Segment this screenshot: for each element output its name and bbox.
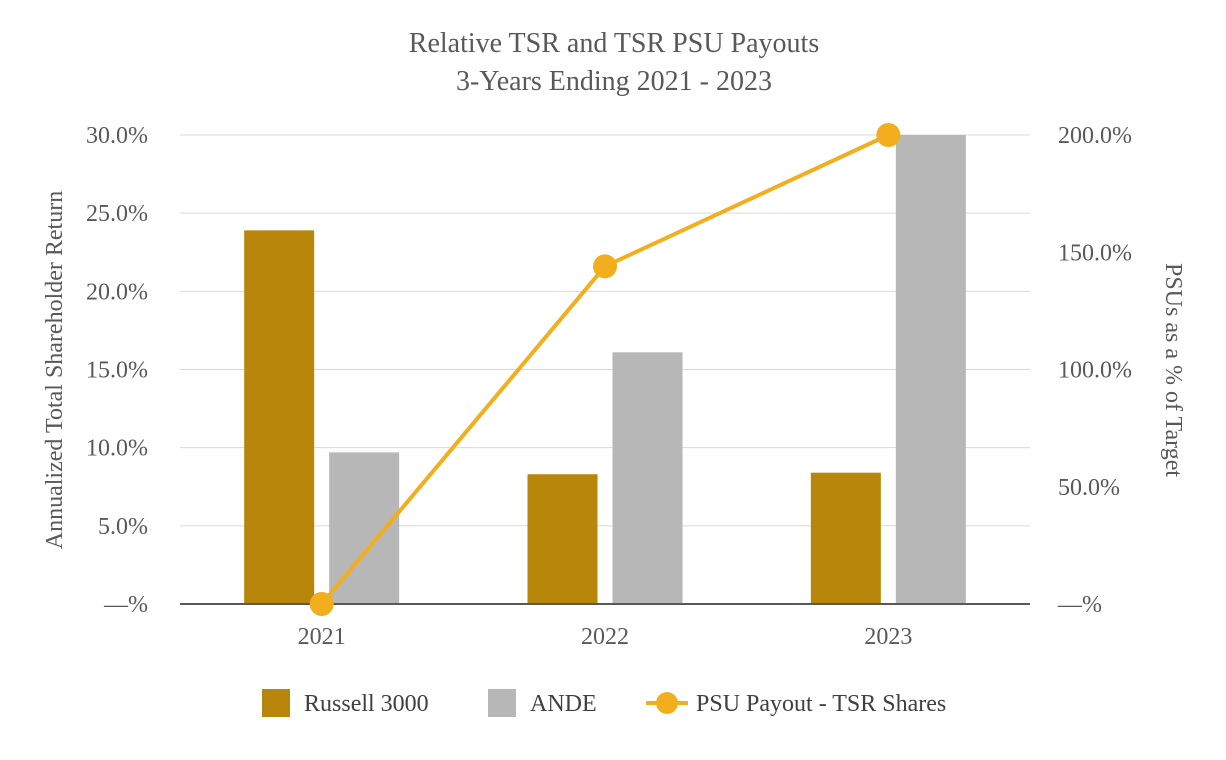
bar-russell-3000 — [244, 230, 315, 604]
y-tick-label: 5.0% — [98, 514, 148, 540]
bar-ande — [612, 352, 683, 604]
chart-title-line-1: Relative TSR and TSR PSU Payouts — [409, 28, 819, 59]
y-tick-label: 25.0% — [86, 201, 148, 227]
legend-label: ANDE — [530, 691, 597, 717]
gridlines — [180, 134, 1030, 527]
x-tick-label: 2023 — [864, 624, 912, 650]
chart-title-line-2: 3-Years Ending 2021 - 2023 — [456, 66, 772, 97]
legend-swatch — [262, 689, 290, 717]
chart-title: Relative TSR and TSR PSU Payouts 3-Years… — [409, 28, 819, 97]
y-tick-label: 10.0% — [86, 436, 148, 462]
y-axis-right-ticks: —% 50.0% 100.0% 150.0% 200.0% — [1057, 123, 1132, 618]
y2-tick-label: 200.0% — [1058, 123, 1132, 149]
y-tick-label: 30.0% — [86, 123, 148, 149]
line-series — [309, 123, 901, 616]
bar-russell-3000 — [810, 472, 881, 604]
y2-tick-label: 150.0% — [1058, 240, 1132, 266]
bar-ande — [895, 135, 966, 604]
legend-marker — [656, 692, 678, 714]
y-tick-label: 20.0% — [86, 279, 148, 305]
legend-swatch — [488, 689, 516, 717]
x-tick-label: 2022 — [581, 624, 629, 650]
x-tick-label: 2021 — [298, 624, 346, 650]
y-tick-label: —% — [103, 592, 148, 618]
bar-russell-3000 — [527, 474, 598, 604]
y-tick-label: 15.0% — [86, 358, 148, 384]
y2-tick-label: —% — [1057, 592, 1102, 618]
bar-series — [244, 135, 966, 604]
psu-payout-point — [593, 254, 617, 279]
y2-tick-label: 50.0% — [1058, 475, 1120, 501]
legend-label: PSU Payout - TSR Shares — [696, 691, 946, 717]
y2-tick-label: 100.0% — [1058, 358, 1132, 384]
y-axis-right-title: PSUs as a % of Target — [1160, 263, 1186, 477]
legend: Russell 3000 ANDE PSU Payout - TSR Shares — [262, 689, 946, 717]
psu-payout-point — [876, 123, 901, 147]
x-axis-ticks: 2021 2022 2023 — [298, 624, 913, 650]
y-axis-left-ticks: —% 5.0% 10.0% 15.0% 20.0% 25.0% 30.0% — [86, 123, 148, 618]
legend-label: Russell 3000 — [304, 691, 429, 717]
y-axis-left-title: Annualized Total Shareholder Return — [42, 191, 68, 549]
psu-payout-point — [309, 592, 334, 616]
